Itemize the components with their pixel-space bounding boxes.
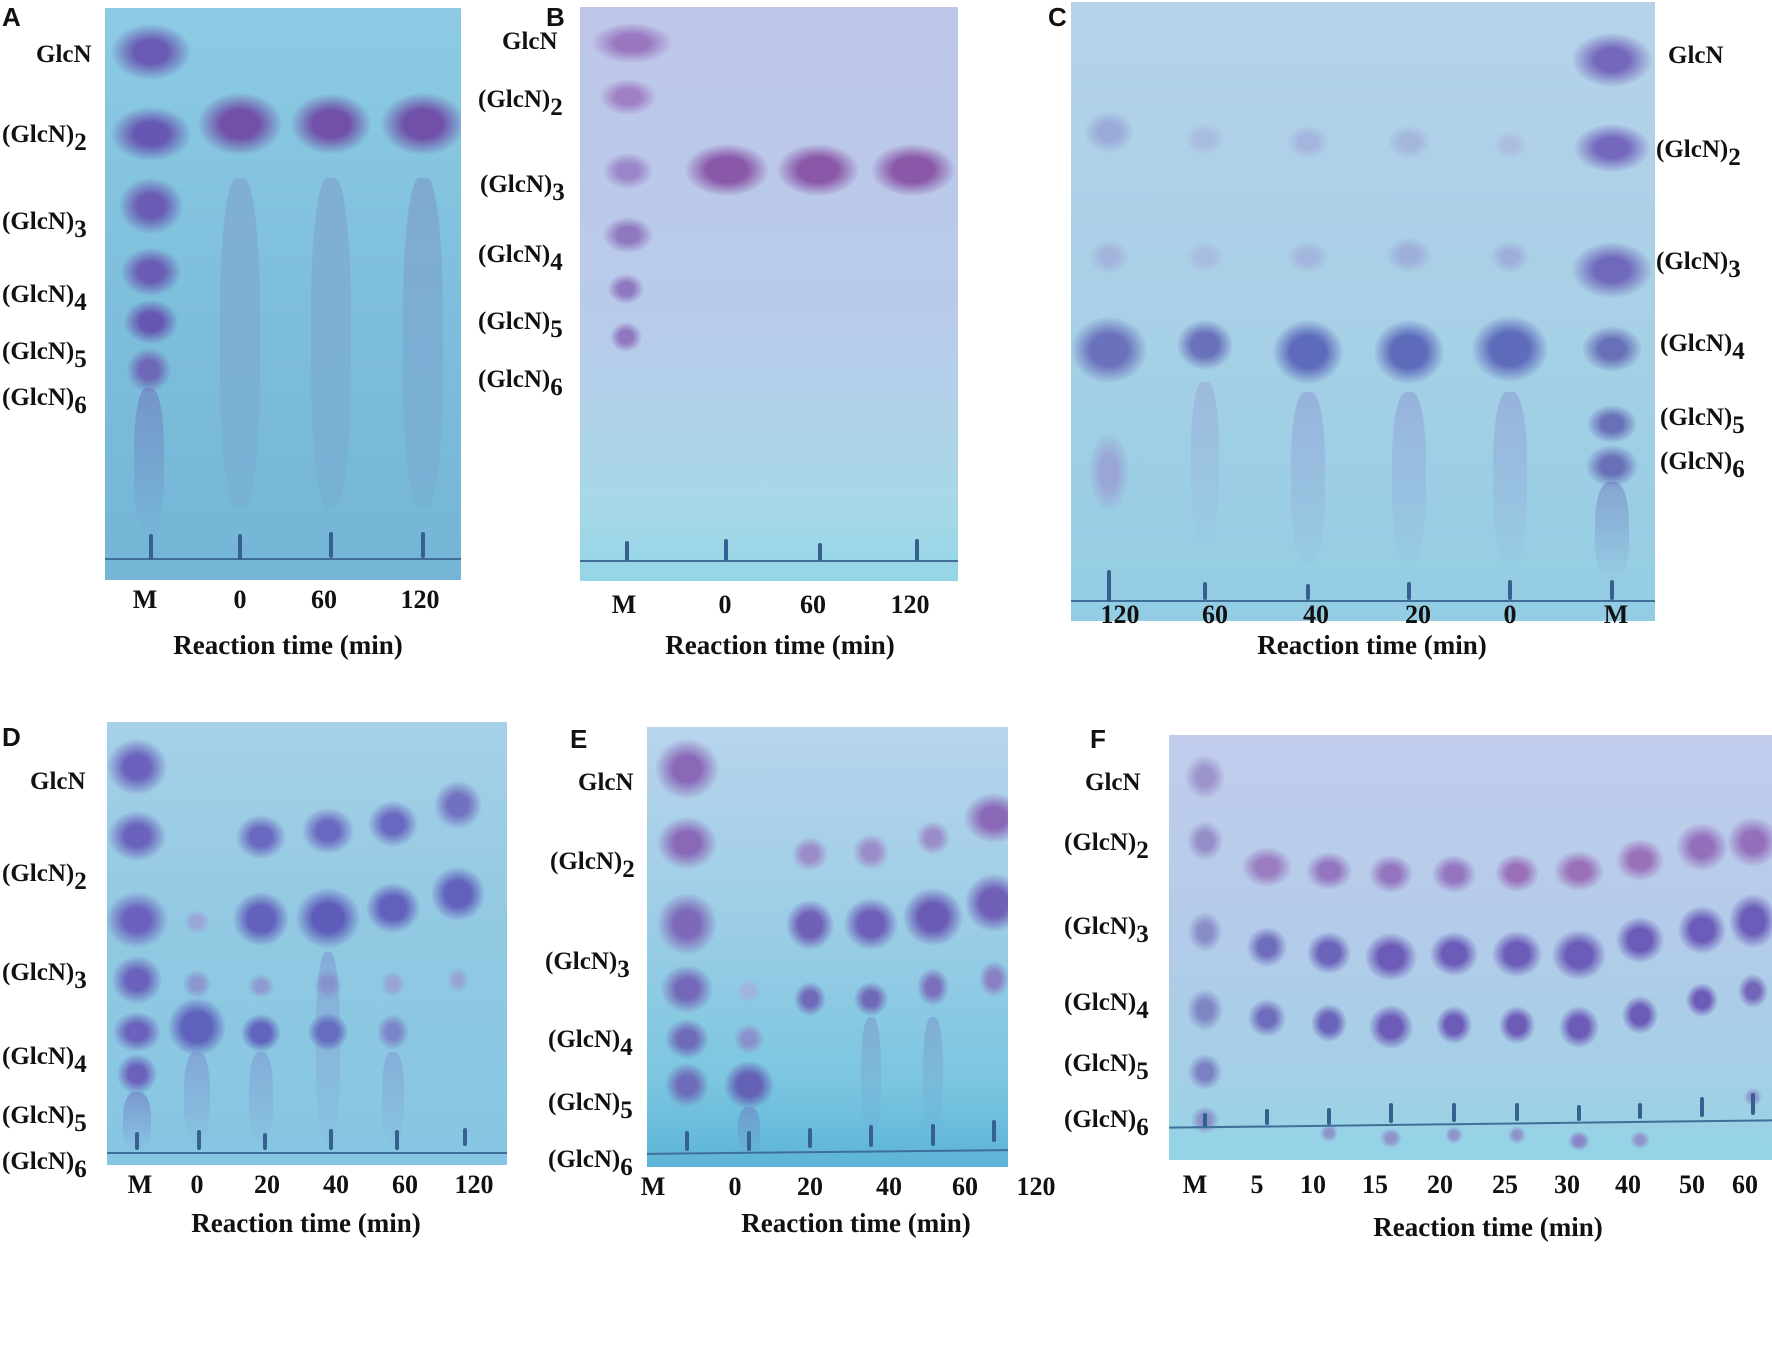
rf-label-glcn4: (GlcN)4 [1064, 989, 1149, 1024]
rf-label-glcn4: (GlcN)4 [1660, 330, 1745, 365]
rf-label-glcn5: (GlcN)5 [1660, 404, 1745, 439]
lane-label: M [611, 590, 637, 619]
rf-label-glcn6: (GlcN)6 [1660, 448, 1745, 483]
baseline [647, 1149, 1008, 1155]
rf-label-glcn: GlcN [30, 768, 86, 795]
panel-letter: A [2, 2, 21, 32]
x-axis-title: Reaction time (min) [665, 630, 895, 660]
lane-label: 60 [1202, 600, 1228, 629]
lane-label: 60 [1732, 1170, 1758, 1199]
rf-label-glcn4: (GlcN)4 [478, 241, 563, 276]
rf-label-glcn6: (GlcN)6 [548, 1146, 633, 1181]
lane-label: 40 [876, 1172, 902, 1201]
lane-label: 25 [1492, 1170, 1518, 1199]
rf-label-glcn3: (GlcN)3 [2, 959, 87, 994]
rf-label-glcn6: (GlcN)6 [1064, 1106, 1149, 1141]
panel-letter: F [1090, 724, 1106, 754]
lane-label: 40 [323, 1170, 349, 1199]
lane-label: 40 [1303, 600, 1329, 629]
lane-label: M [640, 1172, 666, 1201]
panel-letter: E [570, 724, 588, 754]
rf-label-glcn5: (GlcN)5 [1064, 1050, 1149, 1085]
x-axis-title: Reaction time (min) [1373, 1212, 1603, 1242]
baseline [580, 560, 958, 562]
lane-label: 20 [1427, 1170, 1453, 1199]
lane-label: 120 [400, 585, 440, 614]
rf-label-glcn3: (GlcN)3 [545, 948, 630, 983]
x-axis-title: Reaction time (min) [741, 1208, 971, 1238]
rf-label-glcn3: (GlcN)3 [480, 171, 565, 206]
rf-label-glcn5: (GlcN)5 [478, 308, 563, 343]
rf-label-glcn3: (GlcN)3 [2, 208, 87, 243]
rf-label-glcn3: (GlcN)3 [1064, 913, 1149, 948]
lane-label: 5 [1250, 1170, 1264, 1199]
rf-label-glcn2: (GlcN)2 [1064, 829, 1149, 864]
lane-label: 60 [311, 585, 337, 614]
lane-label: M [127, 1170, 153, 1199]
rf-label-glcn: GlcN [1085, 769, 1141, 796]
rf-label-glcn2: (GlcN)2 [478, 86, 563, 121]
lane-label: 60 [952, 1172, 978, 1201]
x-axis-title: Reaction time (min) [191, 1208, 421, 1238]
lane-label: 0 [190, 1170, 204, 1199]
lane-label: 20 [254, 1170, 280, 1199]
rf-label-glcn4: (GlcN)4 [2, 1043, 87, 1078]
rf-label-glcn6: (GlcN)6 [2, 1148, 87, 1183]
lane-label: 120 [454, 1170, 494, 1199]
lane-label: 20 [1405, 600, 1431, 629]
panel-letter: D [2, 722, 21, 752]
x-axis-title: Reaction time (min) [173, 630, 403, 660]
rf-label-glcn: GlcN [36, 41, 92, 68]
baseline [1169, 1119, 1772, 1129]
lane-label: 0 [728, 1172, 742, 1201]
tlc-plate [1071, 2, 1655, 621]
rf-label-glcn6: (GlcN)6 [2, 384, 87, 419]
lane-label: 120 [1016, 1172, 1056, 1201]
lane-label: 0 [1503, 600, 1517, 629]
panel-letter: B [546, 2, 565, 32]
lane-label: 10 [1300, 1170, 1326, 1199]
lane-label: 120 [890, 590, 930, 619]
tlc-plate [105, 8, 461, 580]
tlc-plate [580, 7, 958, 581]
lane-label: 20 [797, 1172, 823, 1201]
lane-label: 120 [1100, 600, 1140, 629]
rf-label-glcn2: (GlcN)2 [2, 860, 87, 895]
lane-label: 0 [718, 590, 732, 619]
rf-label-glcn2: (GlcN)2 [1656, 136, 1741, 171]
rf-label-glcn6: (GlcN)6 [478, 366, 563, 401]
rf-label-glcn2: (GlcN)2 [2, 121, 87, 156]
rf-label-glcn: GlcN [502, 28, 558, 55]
lane-label: M [1603, 600, 1629, 629]
lane-label: 50 [1679, 1170, 1705, 1199]
lane-label: 40 [1615, 1170, 1641, 1199]
tlc-plate [1169, 735, 1772, 1160]
rf-label-glcn: GlcN [578, 769, 634, 796]
lane-label: 60 [800, 590, 826, 619]
baseline [1071, 600, 1655, 602]
baseline [105, 558, 461, 560]
lane-label: 15 [1362, 1170, 1388, 1199]
rf-label-glcn4: (GlcN)4 [548, 1026, 633, 1061]
tlc-plate [647, 727, 1008, 1167]
lane-label: 30 [1554, 1170, 1580, 1199]
lane-label: M [132, 585, 158, 614]
rf-label-glcn2: (GlcN)2 [550, 848, 635, 883]
x-axis-title: Reaction time (min) [1257, 630, 1487, 660]
rf-label-glcn3: (GlcN)3 [1656, 248, 1741, 283]
rf-label-glcn4: (GlcN)4 [2, 281, 87, 316]
panel-letter: C [1048, 2, 1067, 32]
lane-label: 60 [392, 1170, 418, 1199]
tlc-plate [107, 722, 507, 1165]
rf-label-glcn5: (GlcN)5 [2, 1102, 87, 1137]
rf-label-glcn: GlcN [1668, 42, 1724, 69]
baseline [107, 1152, 507, 1154]
rf-label-glcn5: (GlcN)5 [2, 338, 87, 373]
lane-label: M [1182, 1170, 1208, 1199]
lane-label: 0 [233, 585, 247, 614]
rf-label-glcn5: (GlcN)5 [548, 1089, 633, 1124]
